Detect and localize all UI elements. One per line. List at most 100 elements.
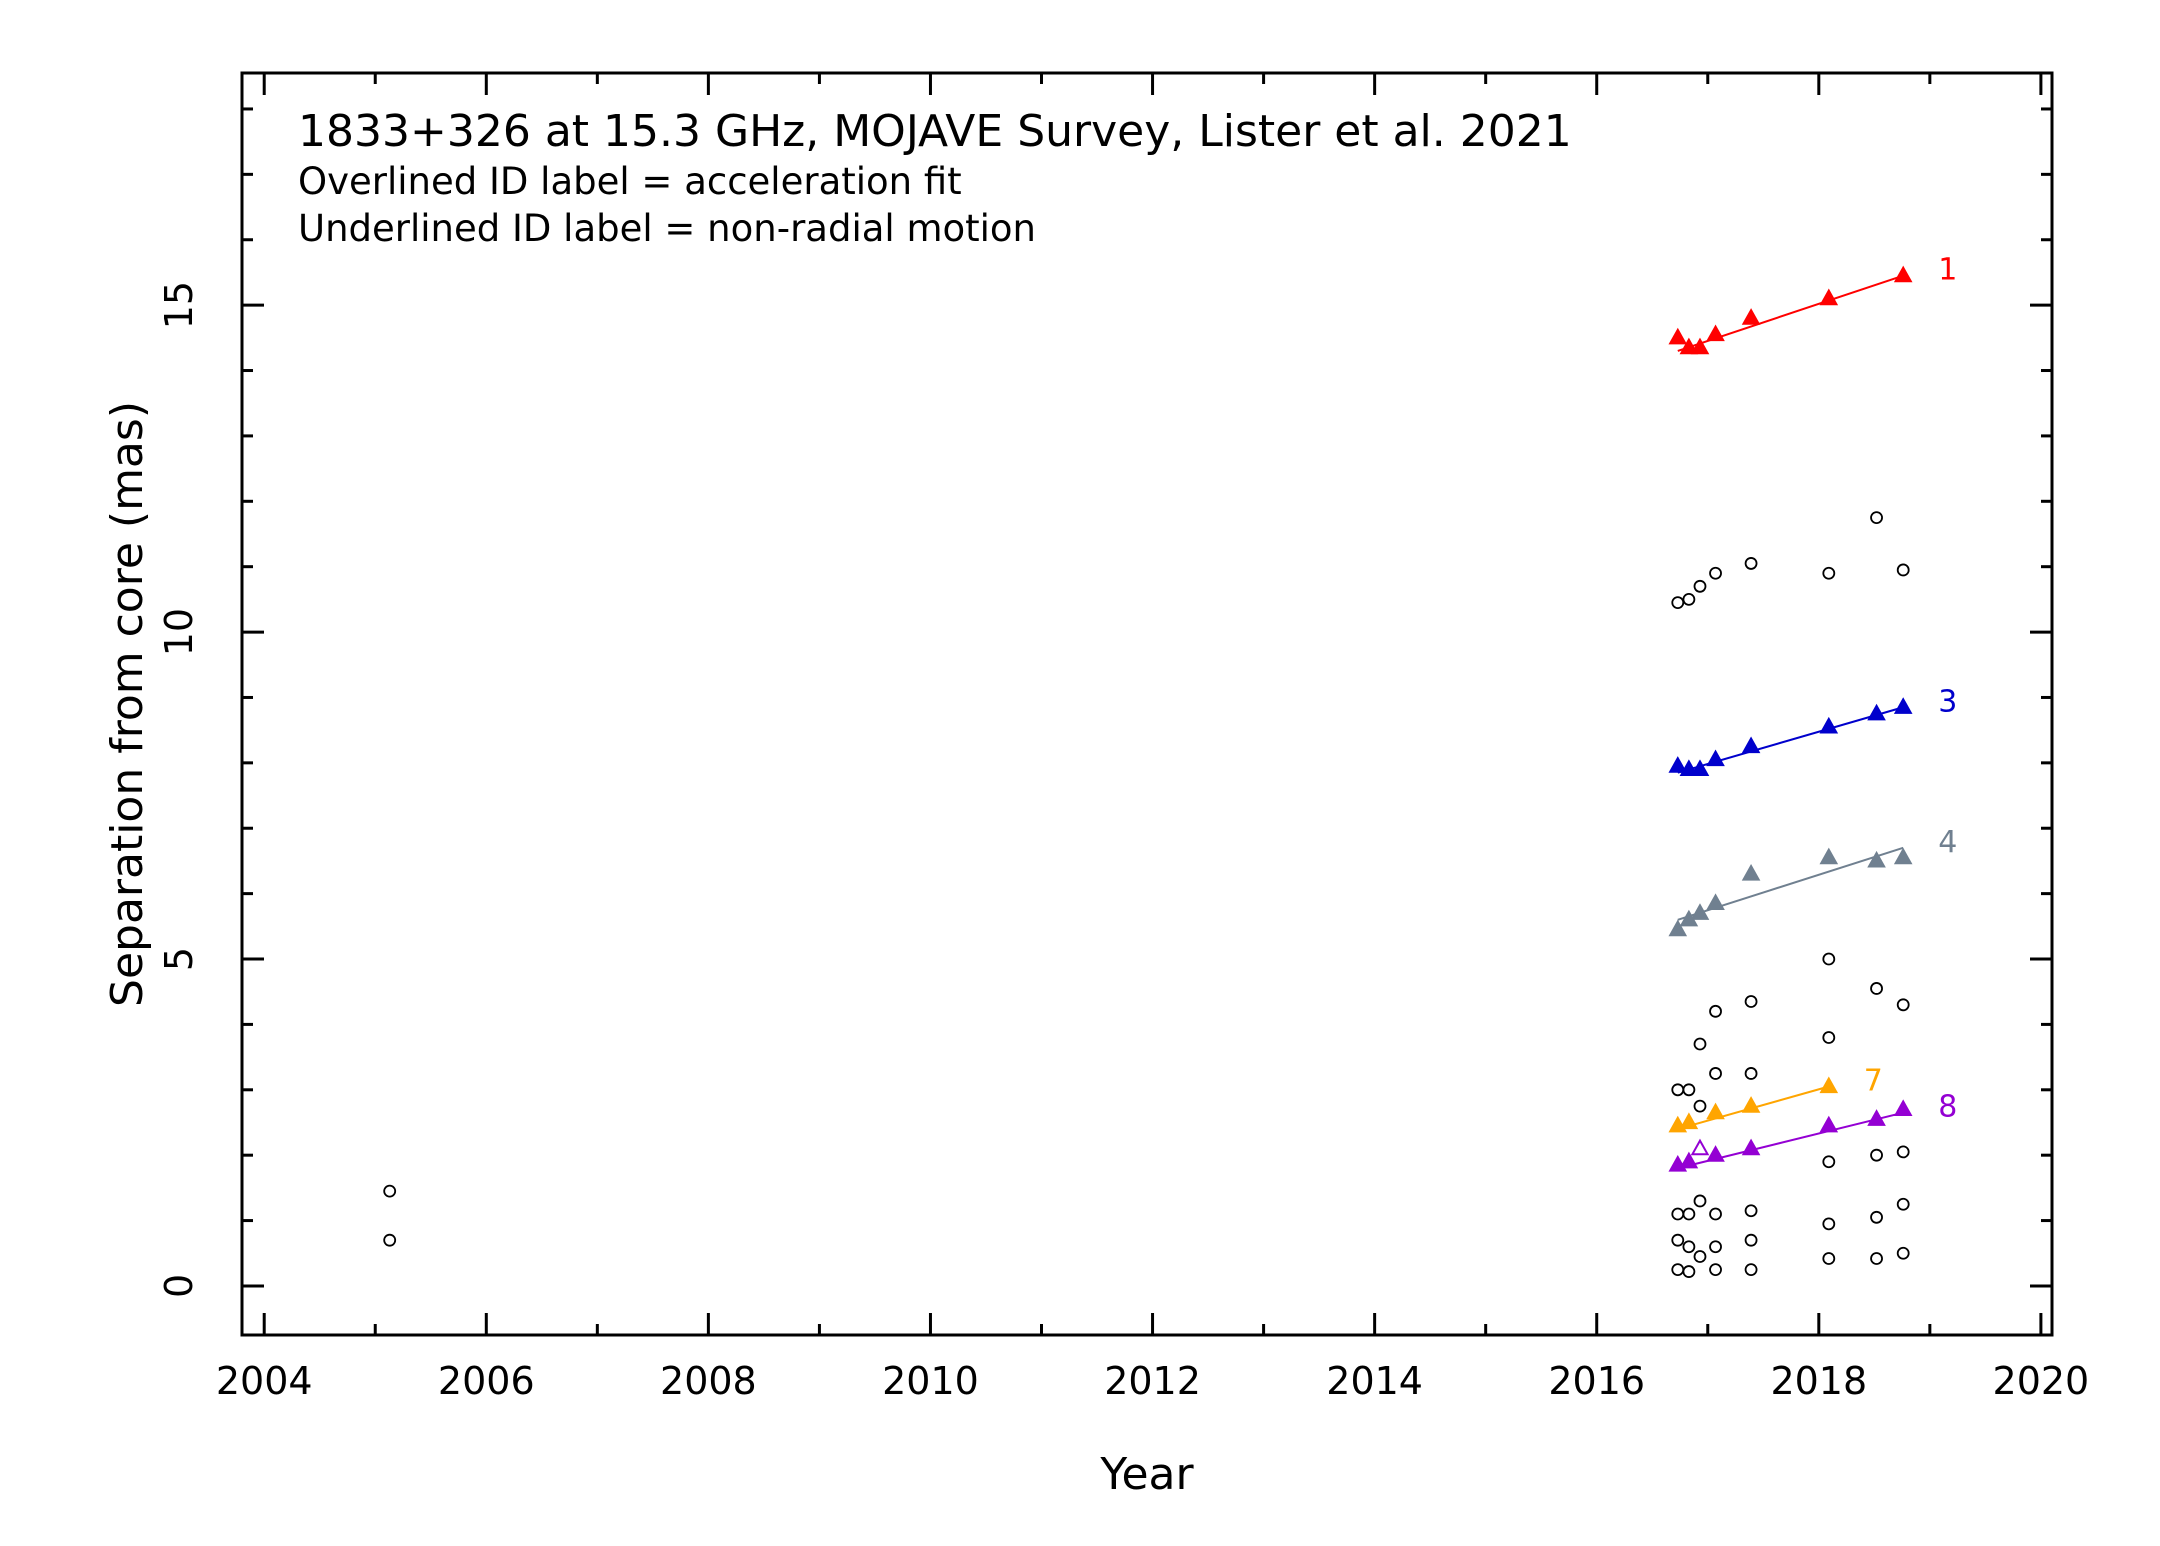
- open-circle-marker: [1870, 982, 1883, 995]
- triangle-marker: [1819, 288, 1839, 306]
- x-tick-label: 2008: [660, 1359, 757, 1403]
- open-circle-marker: [1822, 952, 1836, 966]
- open-circle-marker: [1896, 998, 1910, 1012]
- open-circle-marker: [1896, 1246, 1910, 1260]
- x-tick-label: 2004: [216, 1359, 313, 1403]
- triangle-marker: [1893, 697, 1913, 714]
- triangle-marker: [1741, 1138, 1761, 1156]
- open-circle-marker: [383, 1233, 397, 1247]
- x-tick-labels: 2004 2006 2008 2010 2012 2014 2016 2018 2020: [216, 1359, 2089, 1403]
- series-label-1: 1: [1938, 253, 1957, 288]
- triangle-marker: [1893, 1099, 1913, 1117]
- open-circle-marker: [1744, 1204, 1758, 1218]
- open-circle-marker: [1693, 579, 1707, 593]
- open-circle-marker: [1671, 1233, 1685, 1247]
- triangle-marker: [1706, 1145, 1725, 1162]
- open-circle-marker: [1822, 1155, 1836, 1169]
- open-circle-marker: [1693, 1037, 1707, 1051]
- triangle-marker: [1819, 1076, 1839, 1094]
- open-circle-marker: [1744, 1233, 1758, 1247]
- open-circle-marker: [1822, 566, 1836, 580]
- x-tick-label: 2014: [1326, 1359, 1423, 1403]
- triangle-marker: [1819, 847, 1839, 865]
- open-circle-marker: [1822, 1031, 1836, 1044]
- open-circle-marker: [1822, 1252, 1836, 1265]
- series-id-labels: 1 3 4 7 8: [1864, 253, 1957, 1125]
- annotation-underlined: Underlined ID label = non-radial motion: [298, 207, 1036, 250]
- triangle-marker: [1706, 324, 1725, 342]
- open-circle-marker: [1896, 563, 1910, 577]
- triangle-marker: [1741, 863, 1761, 881]
- x-tick-label: 2006: [438, 1359, 535, 1403]
- x-tick-label: 2010: [882, 1359, 979, 1403]
- triangle-marker: [1867, 1109, 1886, 1126]
- open-circle-marker: [1682, 1207, 1696, 1221]
- series-label-7: 7: [1864, 1064, 1883, 1099]
- triangle-marker: [1867, 703, 1886, 721]
- triangle-marker: [1867, 850, 1886, 868]
- open-circle-marker: [1744, 1067, 1758, 1080]
- chart-title: 1833+326 at 15.3 GHz, MOJAVE Survey, Lis…: [298, 106, 1572, 157]
- triangle-marker: [1668, 327, 1688, 345]
- x-tick-label: 2018: [1770, 1359, 1867, 1403]
- open-circle-marker: [1870, 1210, 1883, 1224]
- x-tick-label: 2020: [1993, 1359, 2090, 1403]
- triangle-marker: [1819, 1115, 1839, 1133]
- open-circle-marker: [1682, 1240, 1696, 1254]
- open-circle-marker: [1709, 566, 1722, 580]
- open-circle-marker: [1744, 557, 1758, 570]
- open-circle-marker: [1709, 1067, 1722, 1080]
- y-tick-label: 15: [157, 281, 201, 329]
- open-circle-marker: [1822, 1217, 1836, 1231]
- series-label-8: 8: [1938, 1090, 1957, 1125]
- open-circle-marker: [1693, 1099, 1707, 1113]
- triangle-marker: [1668, 919, 1688, 937]
- y-tick-label: 10: [157, 608, 201, 656]
- open-circle-marker: [1870, 511, 1883, 525]
- data-markers: [383, 265, 1913, 1278]
- open-circle-marker: [1709, 1004, 1722, 1018]
- open-circle-marker: [1709, 1263, 1722, 1277]
- triangle-marker: [1668, 756, 1688, 773]
- series-label-4: 4: [1938, 825, 1957, 860]
- triangle-marker: [1690, 903, 1710, 920]
- annotation-overlined: Overlined ID label = acceleration fit: [298, 160, 962, 203]
- triangle-marker: [1741, 1096, 1761, 1113]
- open-circle-marker: [1709, 1240, 1722, 1254]
- open-circle-marker: [1682, 1083, 1696, 1097]
- triangle-marker: [1690, 759, 1710, 776]
- triangle-marker: [1741, 736, 1761, 754]
- open-circle-marker: [1682, 592, 1696, 606]
- open-circle-marker: [1671, 596, 1685, 610]
- open-circle-marker: [1870, 1148, 1883, 1162]
- x-axis-label: Year: [1099, 1449, 1194, 1500]
- open-circle-marker: [1744, 995, 1758, 1008]
- open-circle-marker: [1896, 1197, 1910, 1211]
- triangle-marker: [1706, 1102, 1725, 1120]
- open-circle-marker: [1709, 1207, 1722, 1221]
- triangle-marker: [1690, 337, 1710, 355]
- open-circle-marker: [383, 1184, 397, 1198]
- open-circle-marker: [1896, 1145, 1910, 1159]
- triangle-marker: [1706, 893, 1725, 911]
- axis-ticks: [242, 73, 2052, 1335]
- y-tick-label: 0: [157, 1274, 201, 1298]
- plot-frame: [240, 71, 2054, 1337]
- y-tick-label: 5: [157, 947, 201, 971]
- triangle-marker: [1819, 716, 1839, 734]
- open-circle-marker: [1870, 1252, 1883, 1265]
- open-circle-marker: [1744, 1263, 1758, 1277]
- y-axis-label: Separation from core (mas): [102, 401, 153, 1007]
- open-circle-marker: [1682, 1265, 1696, 1278]
- series-label-3: 3: [1938, 684, 1957, 719]
- x-tick-label: 2016: [1548, 1359, 1645, 1403]
- triangle-marker: [1679, 337, 1699, 355]
- triangle-marker: [1679, 1112, 1699, 1130]
- x-tick-label: 2012: [1104, 1359, 1201, 1403]
- triangle-marker: [1679, 1151, 1699, 1169]
- triangle-marker: [1706, 749, 1725, 767]
- triangle-marker: [1741, 308, 1761, 325]
- y-tick-labels: 0 5 10 15: [157, 281, 201, 1298]
